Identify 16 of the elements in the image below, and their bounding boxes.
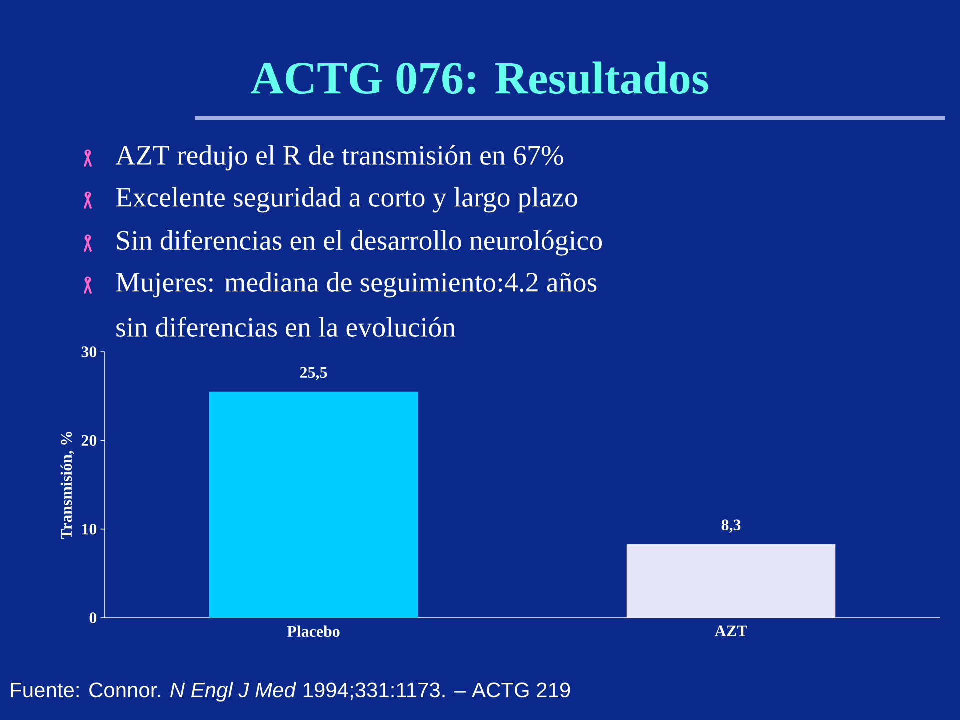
text: sin diferencias en la evolución	[116, 317, 456, 337]
x-tick-label: Placebo	[287, 626, 340, 638]
text: Excelente seguridad a corto y largo plazo	[116, 187, 578, 213]
y-tick-label: 10	[82, 524, 97, 535]
source-note: Fuente: Connor. N Engl J Med 1994;331:1173. – ACTG 219	[11, 682, 570, 702]
y-tick-label: 0	[90, 612, 97, 624]
y-tick-label: 20	[82, 435, 97, 446]
x-tick-label: AZT	[714, 626, 748, 636]
text: Mujeres: mediana de seguimiento:4.2 años	[116, 272, 597, 298]
text: AZT redujo el R de transmisión en 67%	[116, 145, 564, 171]
chart-title: ACTG 076: Resultados	[251, 62, 708, 94]
y-axis-title: Transmisión, %	[60, 432, 74, 540]
y-tick-label: 30	[82, 346, 97, 358]
data-label: 25,5	[300, 367, 328, 380]
text: Sin diferencias en el desarrollo neurológico	[117, 230, 602, 256]
data-label: 8,3	[722, 520, 741, 533]
